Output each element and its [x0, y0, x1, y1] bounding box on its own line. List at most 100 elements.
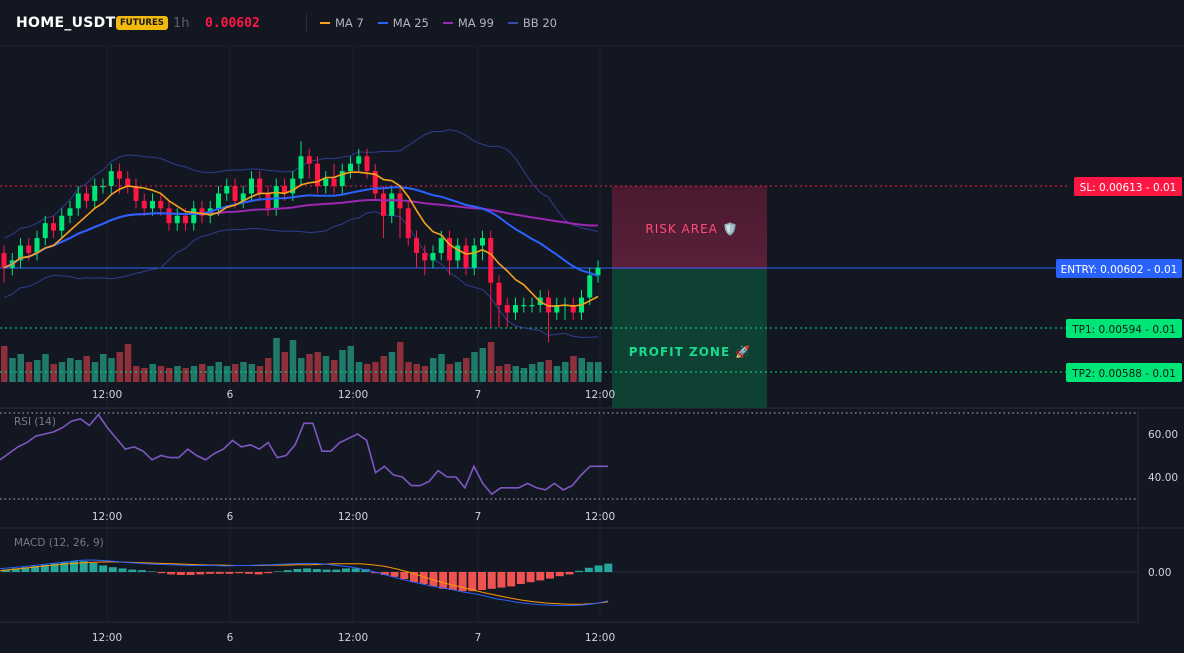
- volume-bar: [182, 368, 189, 382]
- candle: [447, 230, 452, 276]
- tp2-tag: TP2: 0.00588 - 0.01: [1066, 363, 1182, 382]
- candle: [224, 178, 230, 201]
- macd-panel: MACD (12, 26, 9) 0.00: [0, 537, 1171, 606]
- candle-body: [554, 305, 560, 313]
- legend-ma99[interactable]: MA 99: [442, 16, 494, 30]
- macd-lines: [0, 559, 613, 606]
- macd-histogram-bar: [565, 572, 574, 575]
- volume-bar: [223, 366, 231, 382]
- volume-bar: [149, 364, 156, 382]
- candle-body: [455, 245, 461, 261]
- candle-body: [42, 223, 48, 239]
- macd-histogram-bar: [21, 567, 30, 572]
- volume-bar: [471, 352, 478, 382]
- candle: [150, 193, 155, 216]
- legend-ma7[interactable]: MA 7: [320, 16, 364, 30]
- symbol-name[interactable]: HOME_USDT: [16, 15, 116, 31]
- volume-bar: [133, 366, 140, 382]
- volume-bar: [355, 362, 363, 382]
- macd-histogram-bar: [303, 568, 312, 572]
- rsi-title: RSI (14): [14, 416, 56, 428]
- rsi-tick-60: 60.00: [1148, 429, 1178, 441]
- macd-histogram-bar: [322, 569, 331, 572]
- interval-label[interactable]: 1h: [173, 16, 190, 31]
- legend-bb20-swatch: [507, 22, 518, 24]
- candle: [455, 238, 461, 268]
- volume-bar: [289, 340, 297, 382]
- macd-histogram-bar: [108, 567, 117, 572]
- bb-lower: [3, 211, 599, 338]
- candle-body: [595, 267, 601, 276]
- volume-bar: [479, 348, 486, 382]
- candle-body: [158, 200, 164, 209]
- candle: [290, 171, 296, 201]
- candle: [265, 186, 271, 216]
- time-tick-label: 12:00: [338, 389, 368, 401]
- candle-body: [273, 186, 279, 209]
- macd-histogram-bar: [380, 572, 389, 575]
- macd-histogram-bar: [70, 561, 78, 572]
- macd-histogram-bar: [536, 572, 545, 581]
- ma7-line: [3, 171, 599, 307]
- macd-histogram-bar: [555, 572, 564, 577]
- candle: [216, 186, 221, 216]
- candle-body: [117, 171, 122, 179]
- candle: [422, 245, 428, 276]
- risk-area-zone: RISK AREA 🛡️: [612, 186, 767, 269]
- volume-bar: [405, 362, 412, 382]
- candle-body: [381, 193, 386, 216]
- profit-zone: PROFIT ZONE 🚀: [612, 269, 767, 408]
- macd-histogram-bar: [31, 566, 40, 572]
- macd-histogram-bar: [478, 572, 486, 590]
- candle: [42, 215, 48, 246]
- macd-histogram-bar: [50, 563, 59, 572]
- candle: [191, 200, 197, 231]
- candle: [595, 260, 601, 283]
- candle: [562, 297, 568, 320]
- candle-body: [570, 305, 576, 313]
- legend-bb20[interactable]: BB 20: [507, 16, 557, 30]
- macd-histogram-bar: [584, 567, 593, 572]
- volume-bar: [529, 364, 536, 382]
- entry-tag-text: ENTRY: 0.00602 - 0.01: [1061, 264, 1178, 276]
- candle: [75, 186, 81, 216]
- volume-bar: [281, 352, 288, 382]
- macd-histogram-bar: [283, 570, 292, 572]
- candle-body: [430, 252, 436, 261]
- moving-averages: [3, 171, 599, 307]
- candle: [372, 163, 378, 201]
- candle: [51, 215, 56, 239]
- candle: [356, 148, 362, 172]
- volume-bar: [273, 338, 280, 382]
- volume-bar: [578, 358, 585, 382]
- candle-body: [488, 238, 494, 283]
- candle: [405, 200, 411, 246]
- candle-body: [216, 193, 221, 209]
- macd-histogram-bar: [244, 572, 253, 574]
- vertical-gridlines: [106, 47, 601, 622]
- candle-body: [504, 305, 510, 313]
- last-price: 0.00602: [205, 16, 260, 31]
- volume-bar: [570, 356, 577, 382]
- time-axis: 12:00 6 12:00 7 12:00 12:00 6 12:00 7 12:00 12:00 6…: [92, 389, 615, 644]
- volume-bar: [166, 368, 173, 382]
- macd-histogram-bar: [264, 572, 273, 574]
- time-tick-label: 7: [475, 632, 482, 644]
- volume-bar: [512, 366, 519, 382]
- macd-histogram-bar: [167, 572, 176, 575]
- candle: [504, 297, 510, 328]
- time-tick-label: 6: [227, 511, 234, 523]
- candle-body: [339, 171, 345, 186]
- candle-body: [18, 245, 23, 261]
- candle: [323, 171, 329, 194]
- profit-zone-label: PROFIT ZONE 🚀: [629, 345, 752, 359]
- volume-bar: [50, 364, 57, 382]
- legend-ma25[interactable]: MA 25: [377, 16, 429, 30]
- candle: [331, 163, 337, 194]
- candle: [59, 208, 65, 239]
- macd-histogram-bar: [594, 565, 603, 572]
- tp2-tag-text: TP2: 0.00588 - 0.01: [1071, 368, 1176, 380]
- candle: [298, 141, 304, 186]
- candle-body: [240, 193, 246, 201]
